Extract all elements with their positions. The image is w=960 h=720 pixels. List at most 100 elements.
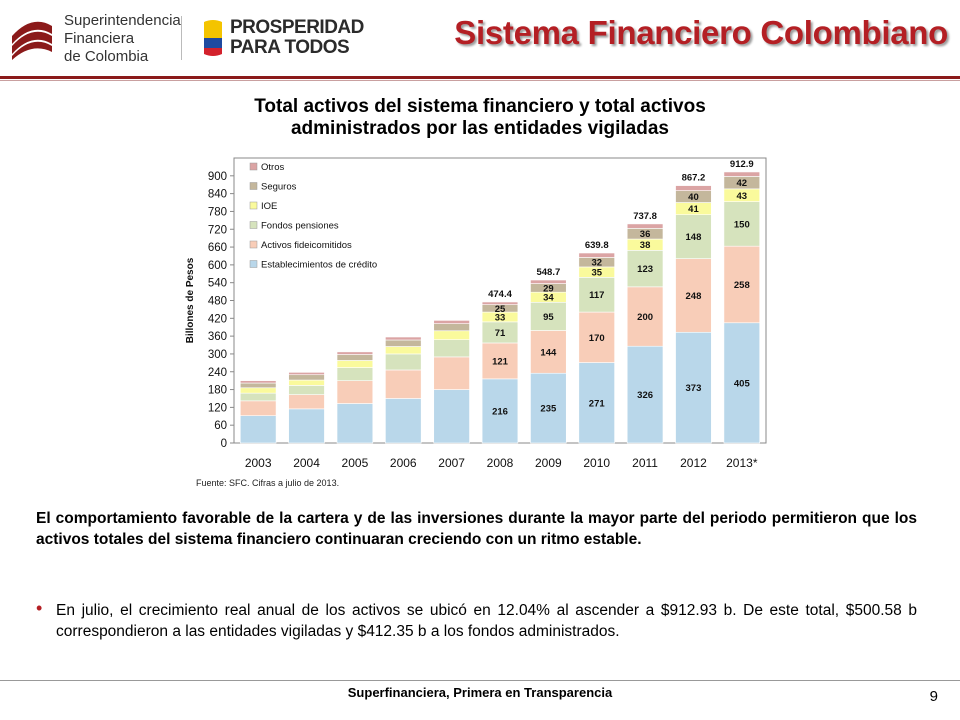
bar-segment bbox=[385, 346, 422, 355]
y-tick-label: 540 bbox=[208, 278, 227, 290]
bar-segment bbox=[239, 387, 277, 394]
y-tick-label: 360 bbox=[208, 331, 227, 343]
bar-segment bbox=[385, 339, 422, 347]
chart-source-note: Fuente: SFC. Cifras a julio de 2013. bbox=[196, 478, 340, 488]
y-axis-label: Billones de Pesos bbox=[185, 257, 196, 343]
bar-segment bbox=[433, 320, 470, 324]
legend-swatch bbox=[249, 221, 258, 229]
bar-segment bbox=[530, 279, 567, 284]
bar-segment bbox=[336, 351, 374, 355]
y-tick-label: 780 bbox=[208, 206, 227, 218]
data-label: 258 bbox=[734, 280, 750, 291]
bar-segment bbox=[385, 369, 422, 399]
bar-segment bbox=[385, 398, 422, 444]
y-tick-label: 900 bbox=[208, 171, 227, 183]
y-tick-label: 0 bbox=[221, 438, 227, 450]
chart-title-line: administrados por las entidades vigilada… bbox=[290, 118, 669, 139]
data-label: 41 bbox=[688, 204, 699, 215]
data-label: 117 bbox=[589, 290, 604, 301]
data-label: 43 bbox=[737, 191, 748, 202]
data-label: 144 bbox=[540, 347, 557, 358]
bar-segment bbox=[288, 394, 325, 410]
data-label: 123 bbox=[637, 264, 653, 275]
bar-segment bbox=[239, 382, 277, 389]
sfc-org-name-line: de Colombia bbox=[64, 48, 149, 65]
data-label: 40 bbox=[688, 192, 699, 203]
legend-label: Fondos pensiones bbox=[261, 221, 339, 232]
bullet-text: En julio, el crecimiento real anual de l… bbox=[56, 602, 917, 640]
legend-label: IOE bbox=[261, 201, 277, 212]
bar-segment bbox=[336, 380, 374, 404]
x-tick-label: 2004 bbox=[293, 456, 320, 470]
bar-segment bbox=[675, 258, 712, 333]
sfc-logo: Superintendencia Financiera de Colombia bbox=[8, 10, 181, 66]
legend-swatch bbox=[249, 240, 258, 249]
bar-segment bbox=[626, 223, 664, 229]
bar-segment bbox=[385, 336, 422, 341]
bar-segment bbox=[626, 345, 664, 444]
total-label: 737.8 bbox=[633, 211, 657, 222]
bar-segment bbox=[578, 252, 615, 258]
bar-segment bbox=[723, 201, 761, 247]
bar-segment bbox=[239, 415, 277, 444]
x-tick-label: 2012 bbox=[680, 456, 707, 470]
x-tick-label: 2007 bbox=[438, 456, 465, 470]
footer-tagline: Superfinanciera, Primera en Transparenci… bbox=[347, 685, 613, 700]
x-tick-label: 2003 bbox=[245, 456, 272, 470]
x-tick-label: 2011 bbox=[632, 456, 658, 470]
total-label: 867.2 bbox=[682, 173, 706, 184]
y-tick-label: 600 bbox=[208, 260, 227, 272]
bar-segment bbox=[578, 277, 615, 313]
data-label: 71 bbox=[495, 328, 506, 339]
bullet-marker: • bbox=[36, 598, 43, 618]
bar-segment bbox=[481, 301, 519, 305]
colombia-flag-icon bbox=[204, 20, 222, 56]
data-label: 95 bbox=[543, 312, 554, 323]
bar-segment bbox=[578, 311, 615, 363]
bar-segment bbox=[481, 342, 519, 380]
y-tick-label: 300 bbox=[208, 349, 227, 361]
data-label: 42 bbox=[737, 178, 748, 189]
prosperidad-logo: PROSPERIDAD PARA TODOS bbox=[200, 18, 364, 62]
y-tick-label: 720 bbox=[208, 224, 227, 236]
sfc-org-name-line: Financiera bbox=[64, 30, 135, 47]
data-label: 373 bbox=[686, 383, 702, 394]
bar-segment bbox=[723, 322, 761, 444]
bar-segment bbox=[723, 171, 761, 177]
bar-segment bbox=[433, 330, 470, 340]
data-label: 216 bbox=[492, 406, 508, 417]
data-label: 148 bbox=[686, 232, 702, 243]
page-number: 9 bbox=[929, 688, 938, 705]
legend-swatch bbox=[249, 162, 258, 171]
title-divider-thin bbox=[0, 80, 960, 81]
title-divider bbox=[0, 76, 960, 79]
data-label: 200 bbox=[637, 312, 653, 323]
data-label: 29 bbox=[543, 283, 554, 294]
footer-divider bbox=[0, 680, 960, 681]
bar-segment bbox=[288, 408, 325, 444]
bar-segment bbox=[433, 356, 470, 390]
data-label: 33 bbox=[495, 312, 506, 323]
data-label: 248 bbox=[686, 291, 702, 302]
legend-label: Seguros bbox=[261, 182, 297, 193]
bar-segment bbox=[723, 245, 761, 324]
y-tick-label: 480 bbox=[208, 296, 227, 308]
data-label: 25 bbox=[495, 304, 506, 315]
data-label: 326 bbox=[637, 390, 653, 401]
legend-swatch bbox=[249, 182, 258, 190]
bar-segment bbox=[288, 372, 325, 376]
prosperidad-line: PARA TODOS bbox=[230, 37, 350, 58]
bullet-item: • En julio, el crecimiento real anual de… bbox=[36, 598, 917, 642]
bar-segment bbox=[288, 379, 325, 386]
legend-swatch bbox=[249, 201, 258, 210]
y-tick-label: 120 bbox=[208, 402, 227, 414]
y-tick-label: 180 bbox=[208, 385, 227, 397]
legend-label: Establecimientos de crédito bbox=[261, 260, 377, 271]
bar-segment bbox=[288, 374, 325, 381]
x-tick-label: 2008 bbox=[487, 456, 514, 470]
bar-segment bbox=[626, 250, 664, 288]
total-label: 548.7 bbox=[536, 267, 560, 278]
bar-segment bbox=[626, 286, 664, 347]
y-tick-label: 60 bbox=[214, 420, 227, 432]
x-tick-label: 2005 bbox=[342, 456, 369, 470]
